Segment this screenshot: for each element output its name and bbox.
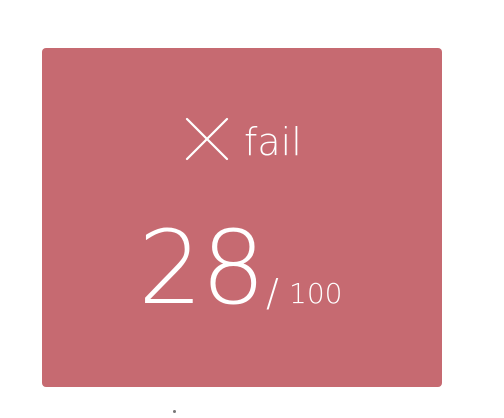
score-separator: / [266,271,279,315]
small-dot-indicator [173,410,176,413]
score-total: 100 [289,277,343,310]
result-card: fail 28 / 100 [42,48,442,387]
close-icon [185,117,229,161]
status-label: fail [244,119,302,164]
score-display: 28 / 100 [138,209,348,328]
score-value: 28 [138,209,266,328]
status-row: fail [182,111,302,167]
